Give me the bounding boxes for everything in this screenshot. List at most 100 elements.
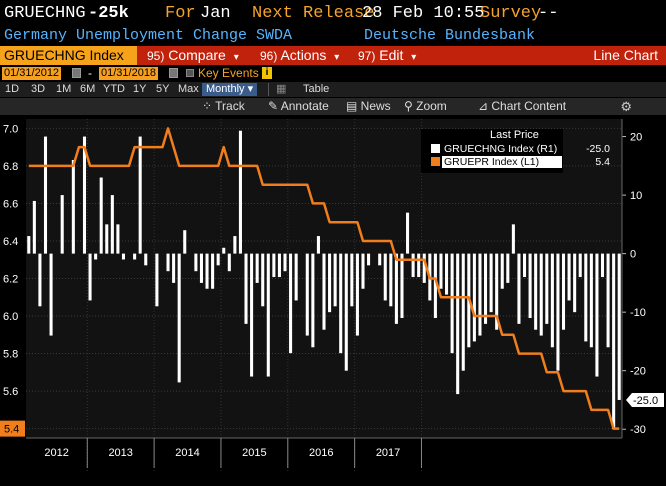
period-max[interactable]: Max	[178, 83, 199, 95]
bar	[567, 253, 571, 301]
bar	[333, 253, 337, 307]
bar	[484, 253, 488, 324]
last-value-labels: -25.0 5.4	[0, 392, 664, 437]
right-axis: 20 10 0 -10 -20 -30	[621, 119, 646, 438]
chart-toolbar: ⁘ Track ✎ Annotate ▤ News ⚲ Zoom ⊿ Chart…	[0, 98, 666, 115]
compare-menu[interactable]: 95) Compare ▾	[147, 46, 239, 65]
chart-type-label[interactable]: Line Chart	[593, 47, 658, 63]
left-tick-label: 6.2	[3, 274, 18, 286]
bar	[445, 253, 449, 295]
end-date-field[interactable]: 01/31/2018	[99, 67, 159, 80]
bar	[199, 253, 203, 283]
info-icon[interactable]: i	[262, 67, 272, 79]
zoom-label: Zoom	[416, 99, 447, 113]
zoom-tool[interactable]: ⚲ Zoom	[404, 98, 447, 115]
left-tick-label: 6.6	[3, 198, 18, 210]
legend-title: Last Price	[490, 129, 539, 141]
news-label: News	[360, 99, 391, 113]
period-ytd[interactable]: YTD	[103, 83, 125, 95]
legend-value-line: 5.4	[595, 156, 610, 168]
x-tick-label: 2014	[175, 447, 199, 459]
bar	[255, 253, 259, 283]
bar	[205, 253, 209, 289]
for-label: For	[165, 4, 196, 23]
bar	[116, 224, 120, 254]
security-header: GRUECHNG -25k For Jan Next Release 28 Fe…	[0, 4, 666, 26]
end-calendar-icon[interactable]	[169, 68, 178, 78]
table-icon[interactable]: ▦	[276, 83, 287, 95]
period-5y[interactable]: 5Y	[156, 83, 170, 95]
track-label: Track	[215, 99, 245, 113]
left-last-value-tag	[0, 420, 25, 437]
annotate-label: Annotate	[280, 99, 329, 113]
next-release-label: Next Release	[252, 4, 375, 23]
bar	[166, 253, 170, 272]
bar	[49, 253, 53, 336]
start-calendar-icon[interactable]	[72, 68, 81, 78]
period-1m[interactable]: 1M	[56, 83, 72, 95]
annotate-tool[interactable]: ✎ Annotate	[268, 98, 329, 115]
bar	[578, 253, 582, 278]
description-row: Germany Unemployment Change SWDA Deutsch…	[0, 27, 666, 45]
actions-menu[interactable]: 96) Actions ▾	[260, 46, 339, 65]
chart-content-tool[interactable]: ⊿ Chart Content	[478, 98, 566, 115]
bar	[517, 253, 521, 324]
bar	[600, 253, 605, 278]
gear-icon[interactable]: ⚙	[620, 99, 632, 114]
news-icon: ▤	[346, 99, 361, 113]
start-date-field[interactable]: 01/31/2012	[2, 67, 62, 80]
bar	[222, 247, 226, 254]
period-selector-row: 1D 3D 1M 6M YTD 1Y 5Y Max Monthly ▾ ▦ Ta…	[0, 82, 666, 97]
bar	[573, 253, 577, 313]
bar	[99, 177, 103, 254]
news-tool[interactable]: ▤ News	[346, 98, 391, 115]
next-release-value: 28 Feb 10:55	[362, 4, 485, 23]
bar	[528, 253, 532, 319]
period-6m[interactable]: 6M	[80, 83, 96, 95]
period-1d[interactable]: 1D	[5, 83, 20, 95]
right-tick-label: 20	[630, 132, 642, 144]
bar	[82, 136, 87, 254]
legend-value-bars: -25.0	[586, 143, 610, 155]
bar	[506, 253, 510, 283]
right-tick-label: -10	[630, 307, 646, 319]
chart-content-label: Chart Content	[491, 99, 567, 113]
ticker-input[interactable]: GRUECHNG Index	[0, 46, 137, 65]
command-bar: GRUECHNG Index 95) Compare ▾ 96) Actions…	[0, 46, 666, 65]
bar	[183, 230, 187, 254]
bar	[211, 253, 215, 289]
frequency-dropdown[interactable]: Monthly ▾	[202, 83, 258, 96]
bar	[121, 253, 126, 260]
bar	[238, 130, 242, 254]
bar	[155, 253, 159, 307]
chart-canvas[interactable]: 7.0 6.8 6.6 6.4 6.2 6.0 5.8 5.6 5.4 20 10 0 -10 -20 -…	[0, 116, 666, 486]
compare-dropdown-icon: ▾	[233, 52, 239, 63]
edit-menu[interactable]: 97) Edit ▾	[358, 46, 416, 65]
table-button[interactable]: Table	[303, 83, 330, 95]
date-dash: -	[88, 66, 92, 80]
bar	[289, 253, 293, 354]
bar	[283, 253, 287, 272]
period-1y[interactable]: 1Y	[133, 83, 147, 95]
annotate-icon: ✎	[268, 99, 281, 113]
bar	[244, 253, 248, 324]
for-period: Jan	[200, 4, 231, 23]
ticker-short: GRUECHNG	[4, 4, 86, 23]
bar	[227, 253, 231, 272]
bar	[250, 253, 254, 377]
chart-content-icon: ⊿	[478, 99, 492, 113]
period-3d[interactable]: 3D	[31, 83, 46, 95]
bar	[606, 253, 610, 348]
left-tick-label: 6.8	[3, 161, 18, 173]
edit-dropdown-icon: ▾	[411, 52, 417, 63]
bar	[400, 253, 404, 319]
legend: Last Price GRUECHNG Index (R1) -25.0 GRU…	[421, 129, 610, 173]
bar	[32, 200, 36, 254]
track-tool[interactable]: ⁘ Track	[202, 98, 245, 115]
right-tick-label: -30	[630, 424, 646, 436]
key-events-checkbox[interactable]	[186, 69, 194, 77]
legend-swatch-line	[431, 157, 440, 166]
bar	[277, 253, 281, 278]
x-tick-label: 2015	[242, 447, 266, 459]
edit-label: Edit	[379, 47, 404, 63]
